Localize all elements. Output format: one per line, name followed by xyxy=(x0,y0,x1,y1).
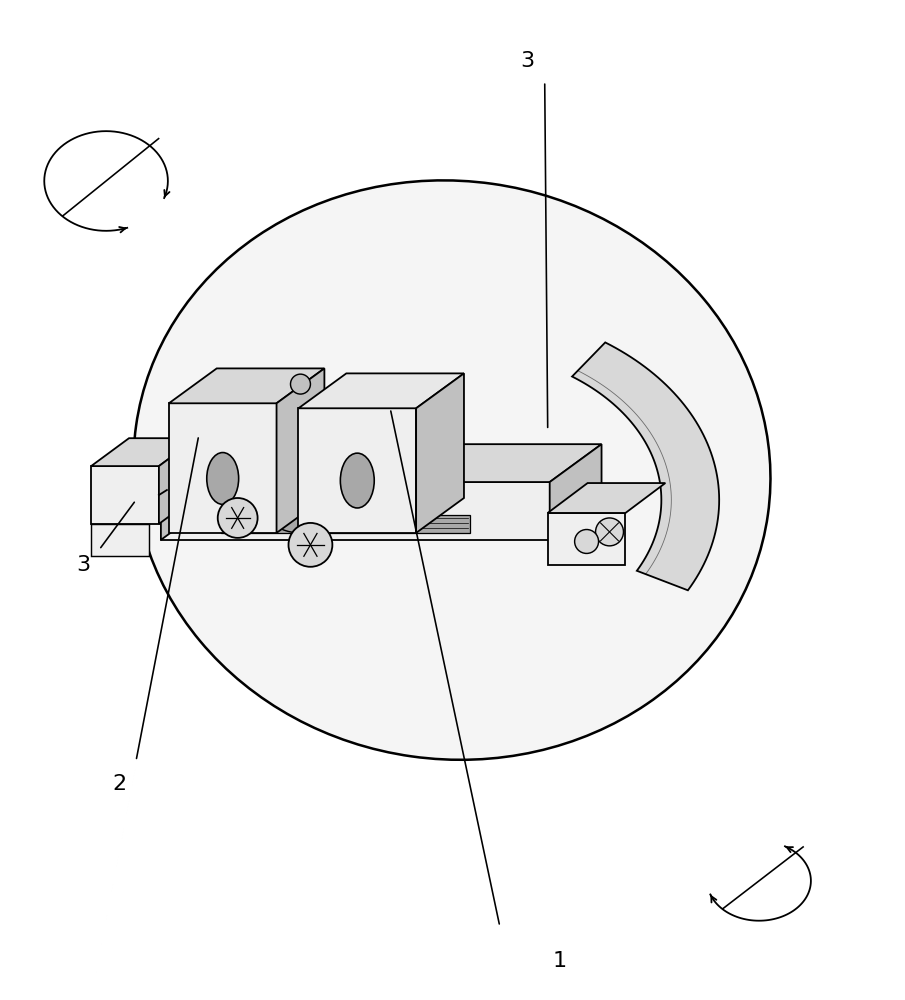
Polygon shape xyxy=(299,408,416,533)
Polygon shape xyxy=(549,444,602,540)
Ellipse shape xyxy=(206,453,239,504)
Polygon shape xyxy=(159,438,196,524)
Polygon shape xyxy=(91,466,159,524)
Text: 2: 2 xyxy=(112,774,126,794)
Polygon shape xyxy=(548,483,665,513)
Circle shape xyxy=(218,498,258,538)
Circle shape xyxy=(291,374,310,394)
Text: 1: 1 xyxy=(553,951,567,971)
Polygon shape xyxy=(169,403,277,533)
Polygon shape xyxy=(277,368,324,533)
Polygon shape xyxy=(299,373,464,408)
Polygon shape xyxy=(161,444,602,482)
Polygon shape xyxy=(221,515,470,533)
Polygon shape xyxy=(161,444,213,540)
Polygon shape xyxy=(169,368,324,403)
Ellipse shape xyxy=(275,512,346,534)
Circle shape xyxy=(289,523,332,567)
Circle shape xyxy=(595,518,624,546)
Circle shape xyxy=(575,530,598,553)
Polygon shape xyxy=(548,513,625,565)
Polygon shape xyxy=(91,438,196,466)
Ellipse shape xyxy=(134,180,770,760)
Polygon shape xyxy=(91,524,149,556)
Text: 3: 3 xyxy=(520,51,535,71)
Ellipse shape xyxy=(340,453,375,508)
Polygon shape xyxy=(416,373,464,533)
Polygon shape xyxy=(161,482,549,540)
Text: 3: 3 xyxy=(76,555,91,575)
Polygon shape xyxy=(572,342,719,590)
